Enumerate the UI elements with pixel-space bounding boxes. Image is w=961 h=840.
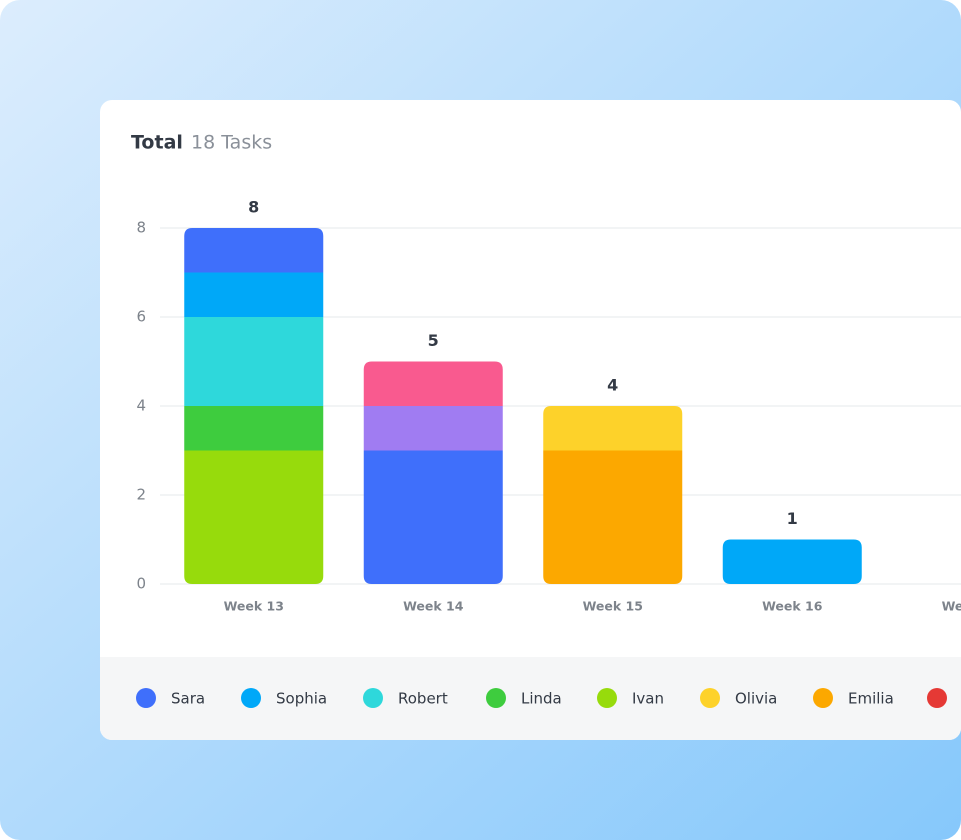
y-tick-label: 0 <box>136 575 146 593</box>
legend-label: Emilia <box>848 690 894 708</box>
legend-dot <box>813 688 833 708</box>
bar-segment <box>184 272 324 317</box>
legend-label: Robert <box>398 690 448 708</box>
x-tick-label: Week 13 <box>224 599 284 614</box>
legend-label: Sara <box>171 690 205 708</box>
legend-dot <box>486 688 506 708</box>
legend-label: Sophia <box>276 690 327 708</box>
bar-total: 5 <box>428 331 439 350</box>
bar-segment <box>184 406 324 451</box>
bar-segment <box>543 450 683 584</box>
title: Total <box>131 132 183 154</box>
legend-dot <box>363 688 383 708</box>
bar-segment <box>722 539 862 584</box>
bar-segment <box>543 406 683 451</box>
y-tick-label: 8 <box>136 219 146 237</box>
bar-total: 4 <box>607 376 618 395</box>
legend-dot <box>700 688 720 708</box>
legend-dot <box>136 688 156 708</box>
legend-label: Ivan <box>632 690 664 708</box>
subtitle: 18 Tasks <box>191 132 272 154</box>
bar-segment <box>184 317 324 406</box>
bar-segment <box>363 450 503 584</box>
legend-dot <box>241 688 261 708</box>
x-tick-label: Week 15 <box>583 599 643 614</box>
legend-dot <box>597 688 617 708</box>
legend-dot <box>927 688 947 708</box>
bar-segment <box>363 361 503 406</box>
x-tick-label: Week 17 <box>942 599 961 614</box>
legend-label: Linda <box>521 690 562 708</box>
x-tick-label: Week 16 <box>762 599 823 614</box>
bar-segment <box>184 450 324 584</box>
y-tick-label: 6 <box>136 308 146 326</box>
legend-label: Olivia <box>735 690 777 708</box>
bar-total: 1 <box>787 509 798 528</box>
x-tick-label: Week 14 <box>403 599 464 614</box>
y-tick-label: 2 <box>136 486 146 504</box>
bar-segment <box>363 406 503 451</box>
y-tick-label: 4 <box>136 397 146 415</box>
card: Total 18 Tasks 0 2 4 6 8 Week 13 8 Week 14 5 Week… <box>100 100 961 740</box>
bar-total: 8 <box>248 198 259 217</box>
bar-segment <box>184 228 324 273</box>
